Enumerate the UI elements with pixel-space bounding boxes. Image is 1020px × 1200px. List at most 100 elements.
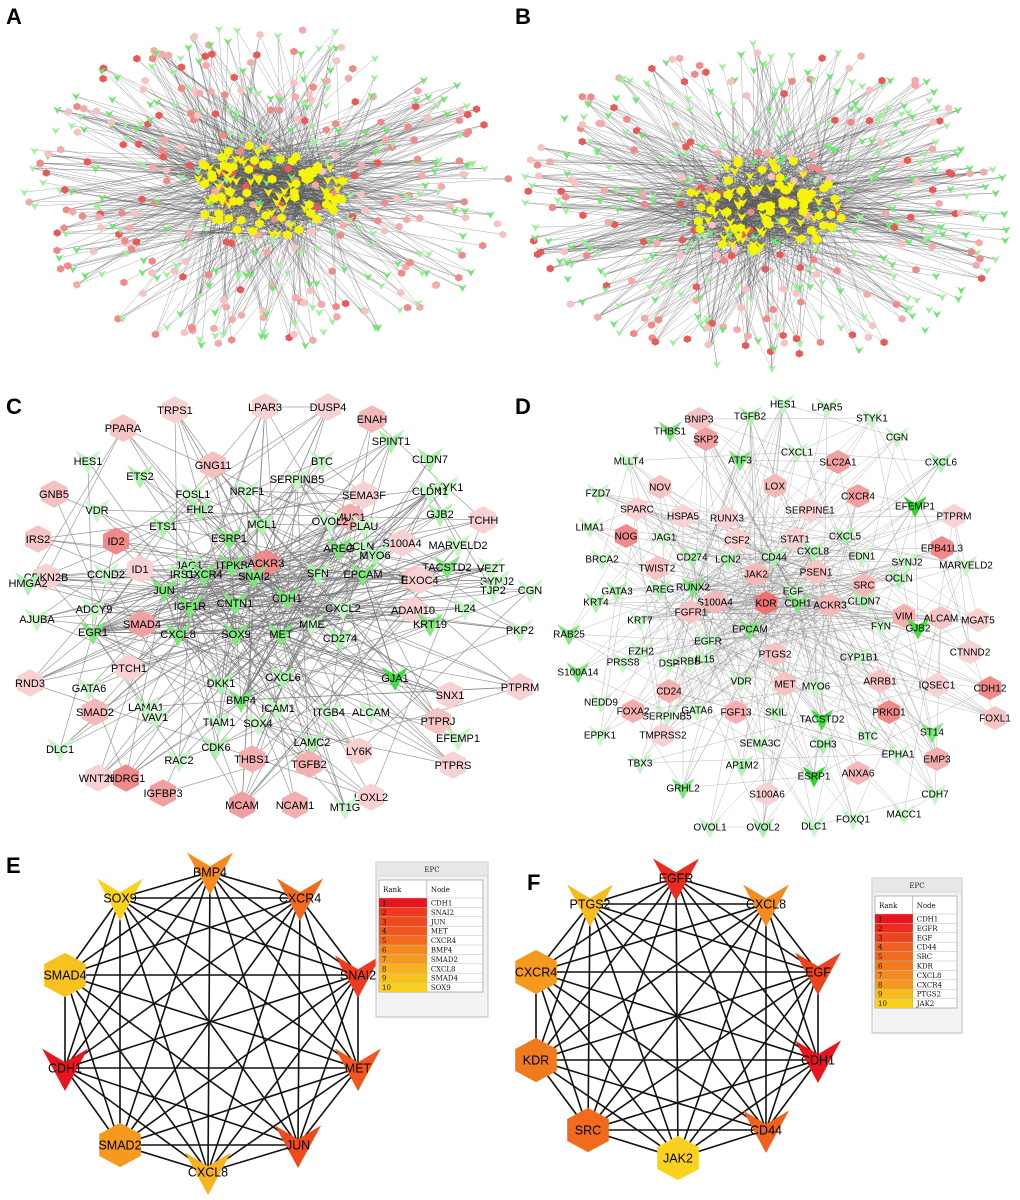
panel-c-node-label: ADCY9: [76, 604, 113, 616]
panel-a-node: [263, 248, 271, 257]
panel-a-edge: [228, 167, 376, 328]
panel-b-edge: [707, 219, 770, 225]
panel-a-node: [233, 26, 242, 35]
panel-a-node: [200, 210, 210, 220]
panel-c-node-label: SMAD4: [123, 619, 161, 631]
panel-c-node-label: ETS2: [126, 471, 154, 483]
panel-c-node-label: TJP2: [480, 585, 506, 597]
panel-d-node-label: ACKR3: [813, 601, 847, 612]
panel-a-edge: [294, 124, 484, 198]
panel-b-edge: [586, 180, 729, 256]
panel-a-node: [338, 176, 348, 186]
panel-b-node: [593, 146, 602, 155]
panel-a-node: [322, 199, 331, 209]
panel-a-edge: [257, 140, 315, 153]
panel-b-node: [561, 207, 571, 216]
panel-a-node: [44, 149, 53, 158]
panel-b-edge: [771, 163, 927, 241]
panel-b-node: [757, 164, 767, 175]
panel-b-node: [680, 220, 690, 228]
panel-c-node-label: PTCH1: [111, 663, 147, 675]
panel-d-node-label: GATA6: [681, 706, 713, 717]
panel-a-node: [263, 187, 274, 197]
panel-a-node: [64, 262, 72, 270]
panel-d-node-label: RUNX3: [710, 514, 744, 525]
panel-c-node-label: AJUBA: [19, 614, 55, 626]
panel-b-node: [900, 102, 909, 110]
panel-d-node-label: PSEN1: [800, 568, 833, 579]
panel-d-node-label: THBS1: [654, 427, 687, 438]
panel-a-edge: [231, 193, 239, 274]
panel-b-edge: [541, 147, 784, 222]
panel-a-edge: [186, 87, 330, 168]
panel-b-node: [566, 300, 574, 308]
panel-b-node: [890, 223, 898, 232]
panel-b-node: [874, 148, 883, 157]
panel-d-node-label: VDR: [730, 677, 751, 688]
panel-b-node: [748, 39, 758, 48]
panel-c-node-label: S100A4: [382, 538, 421, 550]
panel-a-node: [195, 335, 205, 344]
panel-b-node: [586, 137, 595, 145]
panel-b-node: [578, 298, 587, 307]
panel-a-node: [462, 162, 471, 170]
panel-a-node: [328, 228, 337, 236]
panel-b-node: [826, 210, 836, 220]
panel-a-node: [460, 207, 470, 216]
panel-a-node: [139, 160, 148, 168]
panel-a-node: [309, 336, 317, 345]
panel-a-node: [455, 273, 463, 282]
panel-a-node: [135, 140, 143, 149]
panel-a-node: [237, 311, 245, 320]
panel-b-node: [865, 263, 875, 272]
panel-a-edge: [218, 186, 382, 286]
panel-a-node: [259, 160, 268, 170]
panel-d-node-label: LOX: [765, 482, 785, 493]
panel-a-node: [296, 49, 306, 58]
panel-c-node-label: IL24: [454, 603, 475, 615]
panel-b-node: [782, 185, 791, 195]
panel-a-node: [315, 308, 324, 317]
panel-b-edge: [707, 247, 753, 329]
panel-a-edge: [47, 155, 303, 174]
panel-a-node: [194, 111, 202, 120]
panel-b-edge: [570, 160, 794, 181]
panel-b-node: [720, 256, 728, 265]
panel-a-node: [202, 61, 210, 70]
panel-b-node: [546, 264, 554, 273]
panel-b-node: [604, 163, 614, 171]
panel-a-node: [108, 222, 117, 231]
panel-a-edge: [338, 159, 439, 199]
panel-b-node: [886, 76, 895, 85]
panel-b-node: [912, 265, 920, 274]
panel-a-node: [462, 102, 471, 111]
panel-a-node: [53, 106, 62, 114]
panel-b-edge: [651, 228, 701, 326]
panel-a-node: [200, 179, 209, 189]
panel-a-node: [80, 104, 88, 113]
panel-b-edge: [749, 175, 752, 299]
panel-b-node: [718, 63, 727, 71]
panel-a-node: [158, 50, 166, 58]
panel-b-node: [936, 223, 946, 232]
panel-b-edge: [582, 141, 735, 231]
panel-b-node: [888, 205, 897, 213]
panel-a-node: [234, 196, 244, 206]
panel-b-node: [779, 284, 787, 293]
panel-b-node: [718, 142, 728, 150]
panel-a-node: [282, 230, 292, 240]
panel-b-node: [649, 192, 658, 200]
panel-a-node: [404, 123, 412, 131]
panel-b-edge: [737, 85, 883, 162]
panel-b-edge: [564, 238, 799, 253]
panel-a-node: [64, 107, 73, 116]
panel-b-node: [712, 360, 722, 369]
panel-a-node: [99, 74, 107, 83]
panel-b-node: [625, 76, 634, 85]
panel-a-node: [230, 154, 241, 164]
panel-c-node-label: ID1: [131, 564, 148, 576]
panel-b-node: [736, 50, 746, 59]
panel-a-node: [357, 191, 365, 200]
panel-a-edge: [218, 168, 289, 221]
